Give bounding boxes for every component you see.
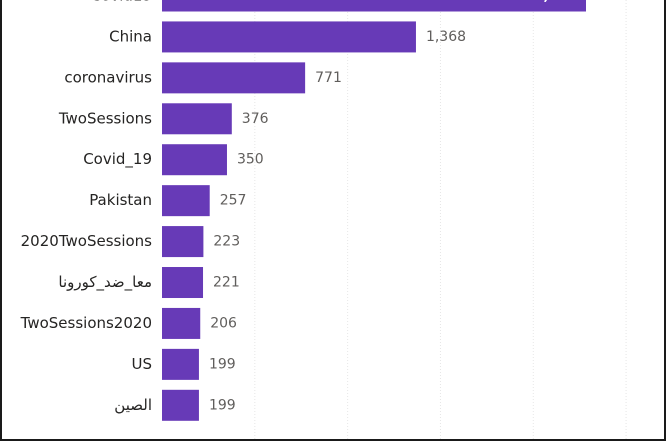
bar[interactable] bbox=[162, 226, 204, 258]
bar[interactable] bbox=[162, 21, 416, 53]
bar[interactable] bbox=[162, 144, 227, 176]
category-label: US bbox=[131, 355, 152, 373]
bar[interactable] bbox=[162, 389, 199, 421]
category-label: TwoSessions bbox=[58, 109, 152, 127]
data-label: 206 bbox=[210, 315, 237, 331]
category-label: 2020TwoSessions bbox=[21, 232, 153, 250]
bar[interactable] bbox=[162, 103, 232, 135]
data-label: 376 bbox=[242, 111, 269, 127]
category-label: Covid_19 bbox=[83, 150, 152, 169]
bar[interactable] bbox=[162, 267, 204, 299]
bar[interactable] bbox=[162, 348, 199, 380]
data-label: 199 bbox=[209, 397, 236, 413]
data-label: 223 bbox=[213, 234, 240, 250]
bar[interactable] bbox=[162, 62, 306, 94]
bar[interactable] bbox=[162, 0, 586, 12]
data-label: 771 bbox=[315, 70, 342, 86]
category-label: coronavirus bbox=[64, 68, 152, 86]
data-label: 2,284 bbox=[534, 0, 579, 4]
data-label: 257 bbox=[220, 193, 247, 209]
data-label: 199 bbox=[209, 356, 236, 372]
category-label: China bbox=[109, 27, 152, 45]
category-label: Covid19 bbox=[91, 0, 152, 5]
category-label: الصين bbox=[114, 396, 152, 414]
category-label: Pakistan bbox=[89, 191, 152, 209]
bar[interactable] bbox=[162, 185, 210, 217]
data-label: 350 bbox=[237, 152, 264, 168]
data-label: 1,368 bbox=[426, 29, 466, 45]
data-label: 221 bbox=[213, 275, 240, 291]
category-label: TwoSessions2020 bbox=[20, 314, 152, 332]
category-label: معا_ضد_كورونا bbox=[58, 273, 152, 292]
bar[interactable] bbox=[162, 307, 201, 339]
